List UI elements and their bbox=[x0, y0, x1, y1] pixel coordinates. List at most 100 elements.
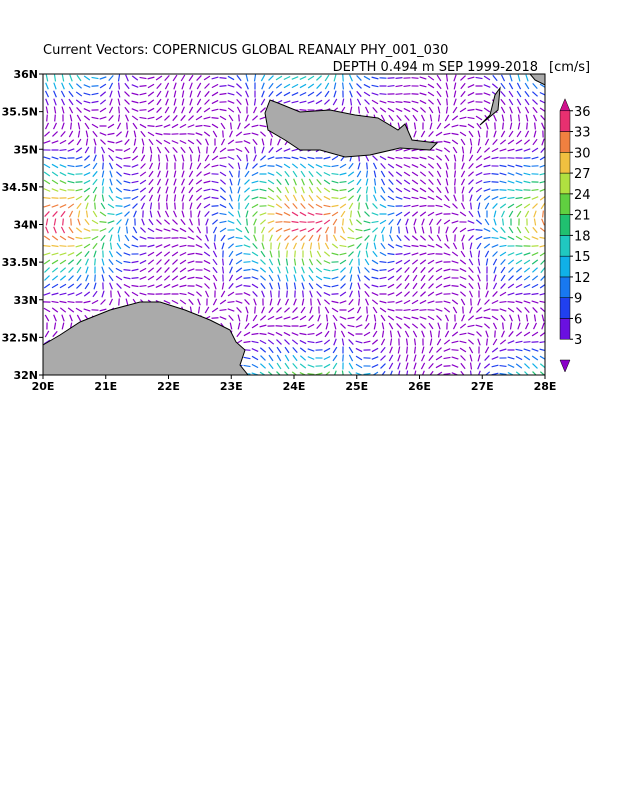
vector bbox=[52, 164, 58, 167]
vector bbox=[382, 331, 383, 338]
vector bbox=[60, 293, 67, 295]
vector bbox=[508, 181, 515, 183]
vector bbox=[238, 211, 240, 218]
vector bbox=[380, 252, 386, 255]
vector bbox=[93, 171, 97, 176]
colorbar-segment bbox=[560, 235, 570, 256]
vector bbox=[271, 139, 272, 146]
vector bbox=[415, 347, 416, 354]
vector bbox=[333, 347, 337, 353]
vector bbox=[76, 84, 81, 89]
vector bbox=[109, 227, 114, 232]
vector bbox=[132, 76, 138, 80]
vector bbox=[61, 211, 65, 217]
vector bbox=[460, 76, 465, 81]
vector bbox=[437, 219, 441, 224]
vector bbox=[52, 245, 59, 246]
vector bbox=[284, 92, 290, 95]
vector bbox=[524, 364, 529, 369]
vector bbox=[260, 333, 267, 334]
vector bbox=[278, 259, 280, 266]
vector bbox=[406, 371, 407, 378]
vector bbox=[100, 92, 105, 96]
vector bbox=[214, 243, 216, 250]
vector bbox=[484, 364, 489, 368]
vector bbox=[316, 204, 322, 207]
vector bbox=[428, 310, 435, 311]
vector bbox=[206, 219, 208, 226]
vector bbox=[253, 291, 258, 296]
vector bbox=[183, 163, 184, 170]
vector bbox=[94, 139, 96, 146]
vector bbox=[116, 260, 122, 264]
vector bbox=[84, 188, 90, 192]
vector bbox=[117, 283, 122, 288]
vector bbox=[356, 364, 362, 367]
vector bbox=[404, 165, 410, 168]
vector bbox=[44, 293, 51, 295]
vector bbox=[244, 332, 250, 335]
vector bbox=[317, 187, 321, 192]
vector bbox=[223, 259, 224, 266]
vector bbox=[359, 107, 360, 114]
vector bbox=[343, 83, 344, 90]
vector bbox=[509, 267, 514, 272]
vector bbox=[95, 259, 96, 266]
vector bbox=[356, 348, 362, 351]
vector bbox=[260, 165, 267, 167]
vector bbox=[495, 331, 496, 338]
vector bbox=[182, 171, 184, 178]
vector bbox=[389, 219, 394, 224]
vector bbox=[270, 251, 272, 258]
vector bbox=[469, 235, 474, 240]
vector bbox=[276, 222, 283, 223]
vector bbox=[332, 269, 339, 271]
vector bbox=[68, 140, 73, 144]
vector bbox=[174, 91, 176, 98]
vector bbox=[109, 195, 113, 200]
vector bbox=[500, 252, 506, 256]
vector bbox=[404, 310, 411, 311]
vector bbox=[269, 267, 273, 273]
vector bbox=[260, 276, 265, 281]
vector bbox=[158, 195, 160, 202]
vector bbox=[294, 275, 296, 282]
vector bbox=[44, 236, 50, 240]
vector bbox=[116, 180, 121, 185]
vector bbox=[126, 75, 129, 81]
vector bbox=[132, 116, 138, 120]
map-title: Current Vectors: COPERNICUS GLOBAL REANA… bbox=[43, 43, 448, 58]
vector bbox=[437, 179, 440, 185]
vector bbox=[205, 307, 209, 313]
vector bbox=[501, 107, 504, 113]
vector bbox=[244, 293, 250, 296]
vector bbox=[102, 275, 104, 282]
vector bbox=[397, 275, 402, 280]
vector bbox=[476, 308, 481, 313]
vector bbox=[367, 307, 368, 314]
vector bbox=[404, 86, 411, 87]
vector bbox=[532, 293, 539, 294]
vector bbox=[365, 291, 369, 296]
vector bbox=[68, 237, 74, 240]
vector bbox=[86, 131, 87, 138]
vector bbox=[284, 101, 291, 103]
vector bbox=[292, 340, 297, 344]
vector bbox=[381, 187, 385, 193]
vector bbox=[69, 227, 73, 233]
vector bbox=[212, 308, 218, 312]
vector bbox=[244, 124, 249, 129]
vector bbox=[524, 349, 531, 351]
vector bbox=[125, 107, 129, 113]
vector bbox=[268, 188, 274, 192]
vector bbox=[212, 156, 218, 160]
vector bbox=[358, 275, 360, 282]
vector bbox=[366, 107, 369, 113]
vector bbox=[44, 180, 50, 184]
vector bbox=[380, 108, 386, 112]
vector bbox=[532, 92, 537, 97]
vector bbox=[220, 221, 227, 222]
vector bbox=[373, 251, 377, 256]
vector bbox=[468, 221, 475, 224]
vector bbox=[468, 340, 473, 345]
